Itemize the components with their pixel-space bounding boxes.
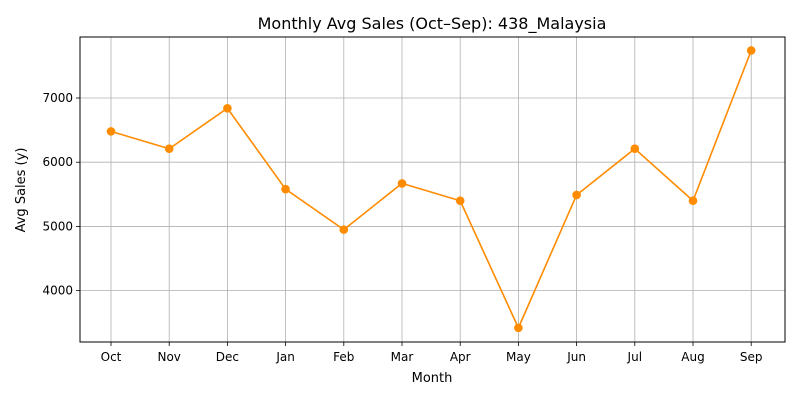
data-point bbox=[281, 184, 290, 194]
data-point bbox=[164, 144, 174, 154]
chart-title: Monthly Avg Sales (Oct–Sep): 438_Malaysi… bbox=[258, 14, 607, 34]
data-point bbox=[223, 103, 232, 113]
grid bbox=[80, 37, 785, 342]
x-tick-label: Mar bbox=[391, 350, 414, 364]
data-point bbox=[514, 323, 523, 333]
data-point bbox=[746, 46, 756, 55]
series-line bbox=[110, 50, 752, 330]
data-point bbox=[339, 225, 349, 234]
y-tick-label: 7000 bbox=[42, 91, 73, 105]
x-tick-label: Aug bbox=[681, 350, 704, 364]
data-point bbox=[572, 190, 581, 200]
x-axis-label: Month bbox=[412, 371, 453, 386]
x-tick-label: May bbox=[506, 350, 531, 364]
x-tick-label: Sep bbox=[740, 350, 763, 364]
x-tick-label: Nov bbox=[157, 350, 180, 364]
y-axis-label: Avg Sales (y) bbox=[14, 148, 29, 233]
x-tick-label: Dec bbox=[216, 350, 239, 364]
data-point bbox=[455, 196, 465, 206]
y-tick-label: 4000 bbox=[42, 284, 73, 298]
y-tick-label: 5000 bbox=[42, 219, 73, 233]
x-tick-label: Jun bbox=[566, 350, 586, 364]
data-point bbox=[688, 196, 698, 206]
x-tick-label: Feb bbox=[333, 350, 354, 364]
data-point bbox=[397, 179, 407, 188]
y-axis: 4000 5000 6000 7000 bbox=[42, 91, 80, 298]
plot-frame bbox=[79, 36, 786, 343]
data-point bbox=[630, 144, 640, 154]
x-axis: Oct Nov Dec Jan Feb Mar Apr May Jun Jul Aug Sep bbox=[101, 342, 763, 364]
x-tick-label: Jan bbox=[275, 350, 295, 364]
x-tick-label: Apr bbox=[450, 350, 471, 364]
y-tick-label: 6000 bbox=[42, 155, 73, 169]
x-tick-label: Oct bbox=[101, 350, 122, 364]
x-tick-label: Jul bbox=[627, 350, 642, 364]
data-point bbox=[106, 127, 116, 136]
series-group bbox=[106, 46, 756, 333]
